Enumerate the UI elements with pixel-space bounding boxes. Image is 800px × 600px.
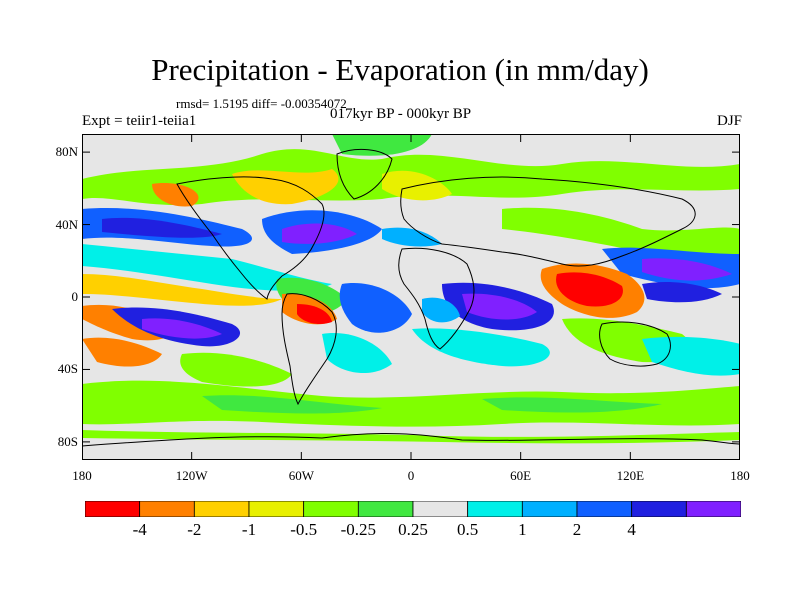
field-region <box>180 352 292 387</box>
field-region <box>297 304 332 325</box>
lon-tick-label: 60W <box>288 468 314 483</box>
coastline-greenland <box>336 148 393 200</box>
field-region <box>82 244 332 291</box>
coastline-australia <box>599 321 671 367</box>
field-region <box>142 318 222 339</box>
lon-tick-label: 180 <box>730 468 750 483</box>
colorbar-swatch <box>248 501 305 517</box>
lon-tick-label: 60E <box>510 468 532 483</box>
colorbar <box>85 501 741 517</box>
field-region <box>382 227 442 247</box>
season-label: DJF <box>716 113 742 129</box>
field-region <box>412 328 550 367</box>
field-region <box>282 223 357 244</box>
field-region <box>82 380 740 427</box>
field-region <box>82 337 162 367</box>
colorbar-swatch <box>357 501 414 517</box>
lat-tick-label: 80N <box>55 144 78 160</box>
experiment-label: Expt = teiir1-teiia1 <box>82 113 197 129</box>
field-region <box>642 336 740 376</box>
coastline-north-america <box>176 176 325 300</box>
colorbar-label: -4 <box>132 520 147 539</box>
colorbar-label: -0.25 <box>340 520 377 539</box>
field-region <box>82 430 740 444</box>
colorbar-label: 1 <box>518 520 527 539</box>
field-region <box>82 274 282 306</box>
colorbar-label: 0.5 <box>457 520 479 539</box>
colorbar-label: 2 <box>572 520 582 539</box>
field-region <box>422 297 460 323</box>
colorbar-swatch <box>631 501 687 517</box>
colorbar-swatch <box>85 501 141 517</box>
field-region <box>102 217 222 238</box>
colorbar-swatch <box>412 501 469 517</box>
colorbar-label: -2 <box>187 520 202 539</box>
field-region <box>322 333 392 374</box>
colorbar-swatch <box>193 501 250 517</box>
coastline-africa <box>398 247 475 350</box>
field-region <box>502 207 740 261</box>
colorbar-swatch <box>139 501 195 517</box>
field-region <box>642 258 732 281</box>
lat-tick-label: 40N <box>55 216 78 232</box>
coastline-south-america <box>281 293 337 406</box>
lon-tick-label: 0 <box>407 468 415 483</box>
coastline-antarctica <box>82 433 740 447</box>
world-map <box>82 134 740 460</box>
colorbar-swatch <box>576 501 633 517</box>
colorbar-label: -0.5 <box>290 520 318 539</box>
field-region <box>482 397 662 413</box>
lat-tick-label: 0 <box>71 289 79 304</box>
colorbar-swatch <box>467 501 523 517</box>
colorbar-label: -1 <box>241 520 257 539</box>
period-subtitle: 017kyr BP - 000kyr BP <box>330 106 472 122</box>
field-region <box>462 293 537 320</box>
colorbar-label: 0.25 <box>398 520 428 539</box>
field-region <box>202 395 382 414</box>
field-region <box>556 272 623 307</box>
colorbar-swatch <box>303 501 359 517</box>
rmsd-diff-stats: rmsd= 1.5195 diff= -0.00354072 <box>176 96 347 111</box>
colorbar-swatch <box>685 501 741 517</box>
coastline-eurasia <box>400 176 696 267</box>
lat-tick-label: 40S <box>57 361 78 377</box>
lon-tick-label: 180 <box>72 468 92 483</box>
lon-tick-label: 120W <box>175 468 208 483</box>
coastlines <box>82 148 740 447</box>
field-region <box>642 282 722 303</box>
field-region <box>332 134 432 156</box>
field-region <box>339 283 412 333</box>
plot-title: Precipitation - Evaporation (in mm/day) <box>151 52 649 87</box>
lon-tick-label: 120E <box>616 468 645 483</box>
lat-tick-label: 80S <box>57 433 78 449</box>
colorbar-label: 4 <box>627 520 636 539</box>
colorbar-swatch <box>521 501 578 517</box>
